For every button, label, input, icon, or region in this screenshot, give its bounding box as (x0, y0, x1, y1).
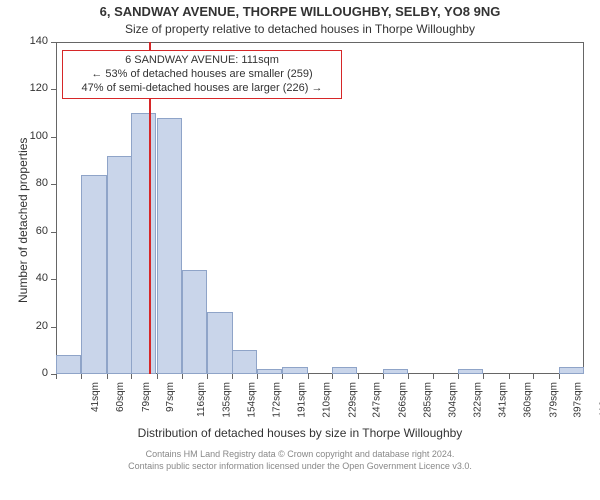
xtick-mark (232, 374, 233, 379)
histogram-bar (232, 350, 257, 374)
histogram-bar (56, 355, 81, 374)
histogram-bar (131, 113, 156, 374)
xtick-label: 191sqm (297, 382, 308, 418)
chart-container: { "chart": { "type": "histogram", "title… (0, 0, 600, 500)
ytick-label: 0 (18, 367, 48, 379)
xtick-label: 135sqm (222, 382, 233, 418)
xtick-label: 247sqm (372, 382, 383, 418)
xtick-mark (383, 374, 384, 379)
ytick-mark (51, 89, 56, 90)
histogram-bar (182, 270, 207, 374)
ytick-label: 140 (18, 35, 48, 47)
xtick-mark (458, 374, 459, 379)
xtick-mark (282, 374, 283, 379)
chart-title: 6, SANDWAY AVENUE, THORPE WILLOUGHBY, SE… (0, 4, 600, 19)
histogram-bar (282, 367, 307, 374)
ytick-mark (51, 327, 56, 328)
ytick-mark (51, 42, 56, 43)
xtick-mark (81, 374, 82, 379)
xtick-mark (107, 374, 108, 379)
histogram-bar (107, 156, 132, 374)
xtick-mark (533, 374, 534, 379)
annotation-line: ← 53% of detached houses are smaller (25… (69, 68, 335, 82)
histogram-bar (332, 367, 357, 374)
attribution: Contains HM Land Registry data © Crown c… (0, 449, 600, 472)
xtick-mark (56, 374, 57, 379)
xtick-mark (483, 374, 484, 379)
xtick-label: 341sqm (498, 382, 509, 418)
xtick-label: 379sqm (549, 382, 560, 418)
ytick-label: 100 (18, 130, 48, 142)
xtick-mark (559, 374, 560, 379)
ytick-label: 40 (18, 272, 48, 284)
xtick-label: 397sqm (573, 382, 584, 418)
xtick-label: 360sqm (523, 382, 534, 418)
annotation-box: 6 SANDWAY AVENUE: 111sqm ← 53% of detach… (62, 50, 342, 99)
histogram-bar (257, 369, 282, 374)
ytick-mark (51, 279, 56, 280)
histogram-bar (458, 369, 483, 374)
chart-subtitle: Size of property relative to detached ho… (0, 22, 600, 36)
ytick-mark (51, 232, 56, 233)
xtick-label: 41sqm (90, 382, 101, 412)
xtick-mark (182, 374, 183, 379)
xtick-mark (509, 374, 510, 379)
histogram-bar (157, 118, 182, 374)
ytick-label: 120 (18, 82, 48, 94)
ytick-mark (51, 137, 56, 138)
xtick-mark (433, 374, 434, 379)
histogram-bar (207, 312, 232, 374)
xtick-label: 154sqm (247, 382, 258, 418)
xtick-mark (332, 374, 333, 379)
x-axis-label: Distribution of detached houses by size … (0, 426, 600, 440)
xtick-label: 229sqm (348, 382, 359, 418)
xtick-label: 97sqm (165, 382, 176, 412)
ytick-mark (51, 184, 56, 185)
xtick-label: 322sqm (472, 382, 483, 418)
xtick-label: 304sqm (448, 382, 459, 418)
annotation-line: 6 SANDWAY AVENUE: 111sqm (69, 54, 335, 68)
attribution-line: Contains HM Land Registry data © Crown c… (0, 449, 600, 461)
annotation-line: 47% of semi-detached houses are larger (… (69, 82, 335, 96)
ytick-label: 80 (18, 177, 48, 189)
xtick-label: 60sqm (115, 382, 126, 412)
xtick-label: 285sqm (423, 382, 434, 418)
histogram-bar (81, 175, 106, 374)
ytick-label: 20 (18, 320, 48, 332)
xtick-label: 210sqm (322, 382, 333, 418)
histogram-bar (383, 369, 408, 374)
attribution-line: Contains public sector information licen… (0, 461, 600, 473)
xtick-mark (308, 374, 309, 379)
xtick-mark (207, 374, 208, 379)
xtick-mark (157, 374, 158, 379)
xtick-mark (358, 374, 359, 379)
xtick-label: 266sqm (397, 382, 408, 418)
xtick-label: 79sqm (141, 382, 152, 412)
xtick-mark (408, 374, 409, 379)
xtick-label: 116sqm (195, 382, 206, 417)
ytick-label: 60 (18, 225, 48, 237)
xtick-mark (131, 374, 132, 379)
xtick-label: 172sqm (271, 382, 282, 418)
xtick-mark (257, 374, 258, 379)
histogram-bar (559, 367, 584, 374)
